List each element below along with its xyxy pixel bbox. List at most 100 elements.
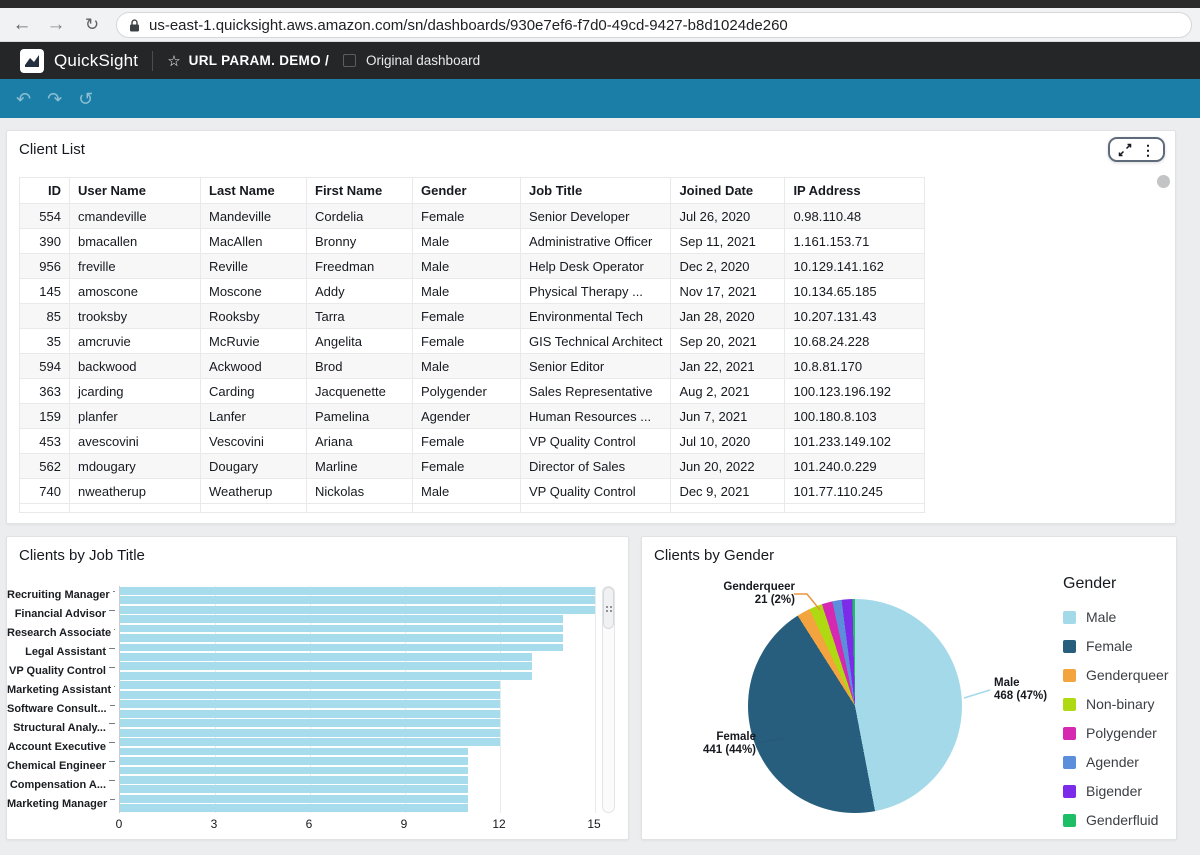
legend-item[interactable]: Genderqueer xyxy=(1063,667,1169,683)
undo-icon[interactable]: ↶ xyxy=(16,88,32,109)
table-cell: 85 xyxy=(19,303,70,329)
column-header[interactable]: Joined Date xyxy=(670,177,786,204)
column-header[interactable]: First Name xyxy=(306,177,413,204)
forward-icon[interactable]: → xyxy=(46,14,66,35)
quicksight-header: QuickSight ☆ URL PARAM. DEMO / Original … xyxy=(0,42,1200,79)
table-cell: amcruvie xyxy=(69,328,201,354)
bar[interactable] xyxy=(120,757,469,765)
table-row[interactable]: 390 bmacallen MacAllen Bronny Male Administra… xyxy=(19,228,926,254)
table-cell: Male xyxy=(412,228,521,254)
table-cell: 1.161.153.71 xyxy=(784,228,926,254)
table-row-clipped xyxy=(19,503,926,513)
expand-icon[interactable] xyxy=(1118,143,1132,157)
bar[interactable] xyxy=(120,719,500,728)
legend-swatch xyxy=(1063,813,1076,827)
table-row[interactable]: 145 amoscone Moscone Addy Male Physical Thera… xyxy=(19,278,926,304)
table-row[interactable]: 740 nweatherup Weatherup Nickolas Male VP Qua… xyxy=(19,478,926,504)
column-header[interactable]: IP Address xyxy=(784,177,926,204)
table-row[interactable]: 85 trooksby Rooksby Tarra Female Environmenta… xyxy=(19,303,926,329)
y-axis-label: Legal Assistant xyxy=(7,643,115,662)
legend-swatch xyxy=(1063,697,1076,711)
pie[interactable] xyxy=(748,599,962,813)
address-bar[interactable]: us-east-1.quicksight.aws.amazon.com/sn/d… xyxy=(116,12,1192,38)
bar[interactable] xyxy=(120,804,469,813)
table-cell: Jan 28, 2020 xyxy=(670,303,786,329)
table-cell: avescovini xyxy=(69,428,201,454)
bar[interactable] xyxy=(120,615,564,624)
bar[interactable] xyxy=(120,700,500,709)
table-cell: Jacquenette xyxy=(306,378,413,404)
table-cell: Female xyxy=(412,328,521,354)
table-cell: Bronny xyxy=(306,228,413,254)
bar[interactable] xyxy=(120,709,500,718)
table-cell: Jun 7, 2021 xyxy=(670,403,786,429)
bar[interactable] xyxy=(120,785,469,794)
table-cell: 554 xyxy=(19,203,70,229)
legend-items: Male Female Genderqueer Non-binary Polygende… xyxy=(1063,609,1169,828)
bar[interactable] xyxy=(120,662,532,671)
bar[interactable] xyxy=(120,794,469,803)
reset-icon[interactable]: ↺ xyxy=(78,88,94,109)
table-row[interactable]: 956 freville Reville Freedman Male Help Desk … xyxy=(19,253,926,279)
bar[interactable] xyxy=(120,747,469,756)
bar[interactable] xyxy=(120,671,532,680)
bar[interactable] xyxy=(120,624,564,633)
bar[interactable] xyxy=(120,738,500,746)
bar[interactable] xyxy=(120,653,532,661)
bar[interactable] xyxy=(120,728,500,737)
chart-scrollbar[interactable] xyxy=(602,586,615,813)
table-row[interactable]: 35 amcruvie McRuvie Angelita Female GIS Techn… xyxy=(19,328,926,354)
column-header[interactable]: Last Name xyxy=(200,177,307,204)
lock-icon xyxy=(130,18,139,31)
y-axis-label: VP Quality Control xyxy=(7,662,115,681)
bar[interactable] xyxy=(120,586,595,595)
legend-item[interactable]: Female xyxy=(1063,638,1169,654)
legend-item[interactable]: Non-binary xyxy=(1063,696,1169,712)
legend-item[interactable]: Agender xyxy=(1063,754,1169,770)
menu-kebab-icon[interactable]: ⋮ xyxy=(1141,141,1155,158)
bar[interactable] xyxy=(120,681,500,690)
legend-swatch xyxy=(1063,784,1076,798)
dashboard-name[interactable]: Original dashboard xyxy=(366,53,481,68)
app-name[interactable]: QuickSight xyxy=(54,50,139,70)
annotation-female: Female 441 (44%) xyxy=(702,731,756,756)
panel-scrollbar-dot[interactable] xyxy=(1157,175,1170,188)
column-header[interactable]: Gender xyxy=(412,177,521,204)
bar[interactable] xyxy=(120,690,500,699)
redo-icon[interactable]: ↷ xyxy=(47,88,63,109)
bar[interactable] xyxy=(120,775,469,784)
legend-item[interactable]: Bigender xyxy=(1063,783,1169,799)
legend-item[interactable]: Genderfluid xyxy=(1063,812,1169,828)
bar-ylabels: Recruiting Manager Financial Advisor Resea… xyxy=(7,586,115,813)
reload-icon[interactable]: ↻ xyxy=(84,15,100,34)
table-row[interactable]: 453 avescovini Vescovini Ariana Female VP Qua… xyxy=(19,428,926,454)
table-cell: 10.129.141.162 xyxy=(784,253,926,279)
bar[interactable] xyxy=(120,596,595,605)
bar[interactable] xyxy=(120,605,595,614)
bar[interactable] xyxy=(120,766,469,775)
table-row[interactable]: 554 cmandeville Mandeville Cordelia Female Se… xyxy=(19,203,926,229)
dashboard-toolbar: ↶ ↷ ↺ xyxy=(0,79,1200,118)
legend-label: Genderfluid xyxy=(1086,812,1159,828)
column-header[interactable]: ID xyxy=(19,177,70,204)
table-row[interactable]: 363 jcarding Carding Jacquenette Polygender S… xyxy=(19,378,926,404)
panel-controls[interactable]: ⋮ xyxy=(1108,137,1165,162)
back-icon[interactable]: ← xyxy=(12,14,32,35)
table-row[interactable]: 159 planfer Lanfer Pamelina Agender Human Res… xyxy=(19,403,926,429)
breadcrumb[interactable]: URL PARAM. DEMO / xyxy=(188,53,330,68)
x-axis-tick: 6 xyxy=(305,817,313,831)
bar[interactable] xyxy=(120,634,564,642)
star-icon[interactable]: ☆ xyxy=(167,52,181,70)
table-cell: Jun 20, 2022 xyxy=(670,453,786,479)
table-cell: Addy xyxy=(306,278,413,304)
table-row[interactable]: 594 backwood Ackwood Brod Male Senior Editor J… xyxy=(19,353,926,379)
column-header[interactable]: User Name xyxy=(69,177,201,204)
chart-scrollbar-handle[interactable] xyxy=(603,587,614,629)
legend-swatch xyxy=(1063,610,1076,624)
table-cell: Dec 2, 2020 xyxy=(670,253,786,279)
legend-item[interactable]: Male xyxy=(1063,609,1169,625)
table-row[interactable]: 562 mdougary Dougary Marline Female Director … xyxy=(19,453,926,479)
bar[interactable] xyxy=(120,643,564,652)
column-header[interactable]: Job Title xyxy=(519,177,672,204)
legend-item[interactable]: Polygender xyxy=(1063,725,1169,741)
